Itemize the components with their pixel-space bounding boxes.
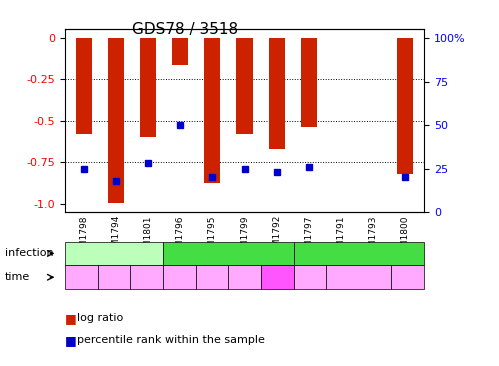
Text: ■: ■ bbox=[65, 334, 77, 347]
Text: time: time bbox=[5, 272, 30, 282]
Text: percentile rank within the sample: percentile rank within the sample bbox=[77, 335, 265, 346]
Bar bbox=[300, 38, 317, 127]
Text: 3
hour: 3 hour bbox=[397, 266, 419, 288]
Text: wildtype: wildtype bbox=[335, 249, 383, 258]
Bar bbox=[108, 38, 124, 203]
Bar bbox=[172, 38, 188, 65]
Bar bbox=[205, 38, 221, 183]
Text: infection: infection bbox=[5, 249, 53, 258]
Text: mock: mock bbox=[213, 249, 244, 258]
Text: 4
hour: 4 hour bbox=[266, 266, 288, 288]
Text: 2
hour: 2 hour bbox=[103, 266, 125, 288]
Text: 1 hour: 1 hour bbox=[294, 272, 326, 282]
Text: ■: ■ bbox=[65, 312, 77, 325]
Text: 2
hour: 2 hour bbox=[201, 266, 223, 288]
Bar bbox=[76, 38, 92, 134]
Text: 1 hour: 1 hour bbox=[163, 272, 195, 282]
Text: 3
hour: 3 hour bbox=[135, 266, 158, 288]
Text: log ratio: log ratio bbox=[77, 313, 124, 324]
Bar bbox=[268, 38, 284, 149]
Bar bbox=[397, 38, 413, 174]
Bar bbox=[140, 38, 156, 137]
Text: phoP mutant: phoP mutant bbox=[78, 249, 150, 258]
Text: 1 hour: 1 hour bbox=[65, 272, 97, 282]
Text: 2 hour: 2 hour bbox=[343, 272, 375, 282]
Text: GDS78 / 3518: GDS78 / 3518 bbox=[132, 22, 238, 37]
Text: 3
hour: 3 hour bbox=[234, 266, 255, 288]
Bar bbox=[237, 38, 252, 134]
